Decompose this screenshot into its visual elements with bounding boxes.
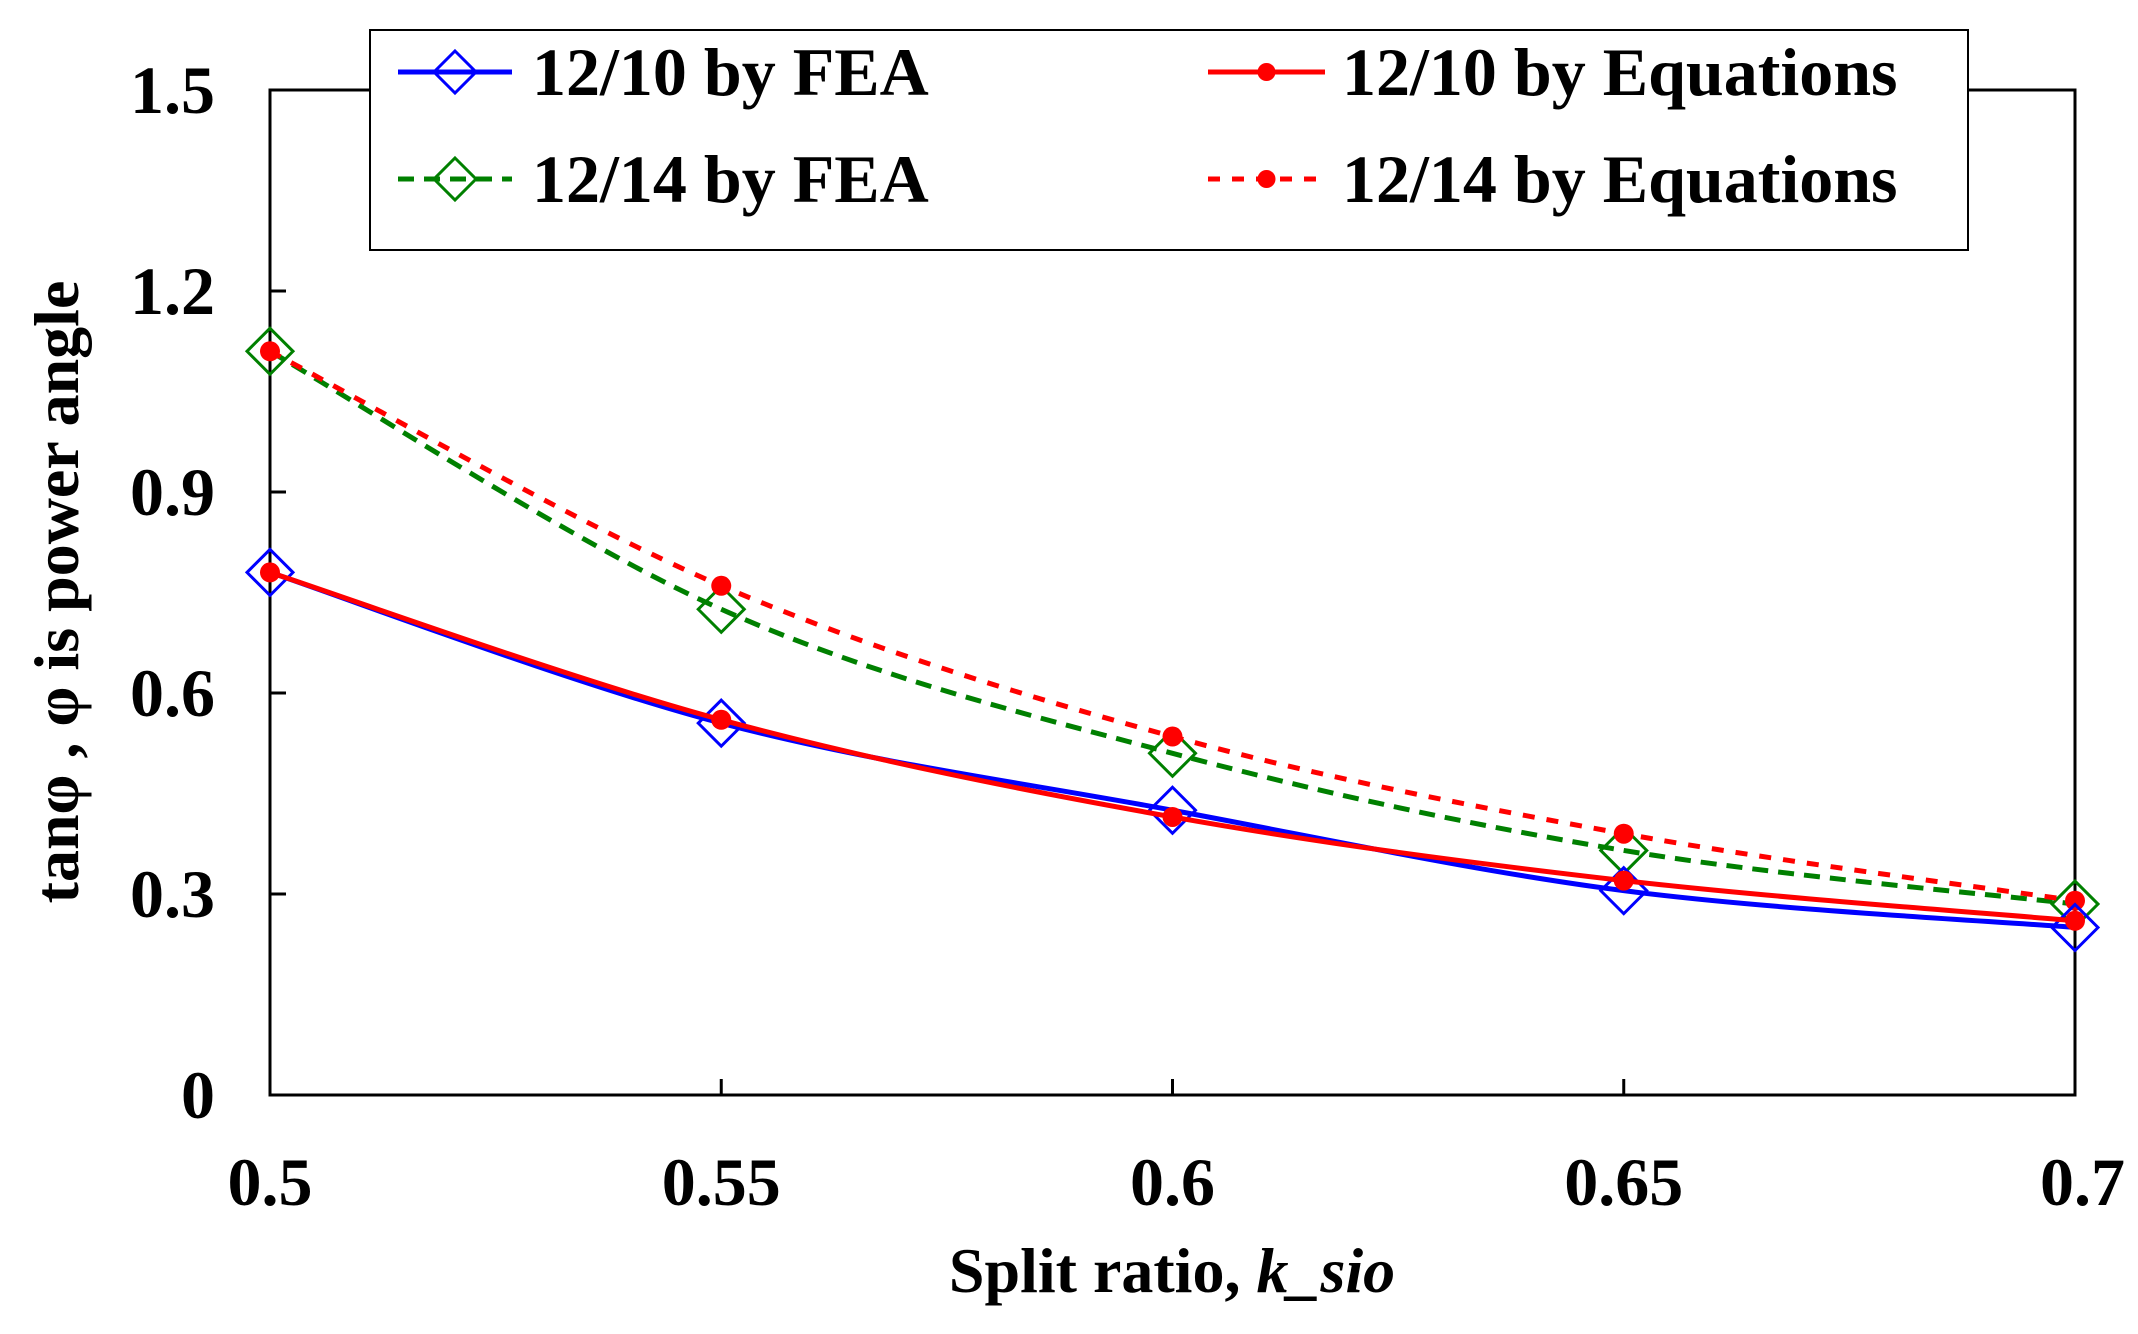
data-point-marker: [1162, 806, 1183, 827]
series-12-10-by-equations: [260, 562, 2085, 931]
series-12-14-by-equations: [260, 341, 2085, 911]
x-tick-label: 0.5: [228, 1144, 313, 1220]
data-point-marker: [244, 326, 296, 377]
data-point-marker: [1613, 870, 1634, 891]
legend-item: 12/14 by Equations: [1208, 141, 1898, 217]
y-tick-label: 0.3: [130, 856, 215, 932]
legend-items: 12/10 by FEA 12/10 by Equations 12/14 by F…: [398, 34, 1898, 217]
series-12-10-by-fea: [244, 547, 2101, 953]
data-point-marker: [711, 575, 732, 596]
x-axis-title: Split ratio, k_sio: [949, 1235, 1395, 1306]
legend: 12/10 by FEA 12/10 by Equations 12/14 by F…: [369, 29, 1969, 251]
x-tick-label: 0.6: [1130, 1144, 1215, 1220]
data-point-marker: [244, 547, 296, 598]
x-axis-ticks: 0.5 0.55 0.6 0.65 0.7: [228, 1079, 2125, 1220]
legend-label: 12/10 by Equations: [1342, 34, 1898, 110]
legend-label: 12/14 by Equations: [1342, 141, 1898, 217]
data-point-marker: [431, 155, 479, 203]
legend-label: 12/14 by FEA: [532, 141, 929, 217]
legend-item: 12/10 by Equations: [1208, 34, 1898, 110]
data-point-marker: [711, 709, 732, 730]
y-tick-label: 0: [181, 1057, 215, 1133]
data-point-marker: [1147, 785, 1198, 836]
data-point-marker: [1257, 170, 1276, 188]
data-point-marker: [260, 562, 280, 583]
x-tick-label: 0.65: [1564, 1144, 1683, 1220]
legend-label: 12/10 by FEA: [532, 34, 929, 110]
series-line: [269, 570, 2076, 924]
y-axis-title: tanφ , φ is power angle: [21, 281, 92, 904]
data-point-marker: [696, 584, 747, 635]
x-tick-label: 0.55: [662, 1144, 781, 1220]
data-point-marker: [2065, 910, 2085, 931]
y-tick-label: 1.5: [130, 52, 215, 128]
x-tick-label: 0.7: [2040, 1144, 2125, 1220]
x-axis-title-text: Split ratio,: [949, 1235, 1257, 1306]
y-axis-ticks: 0 0.3 0.6 0.9 1.2 1.5: [130, 52, 286, 1133]
y-tick-label: 1.2: [130, 253, 215, 329]
y-tick-label: 0.9: [130, 454, 215, 530]
series-layer: [244, 326, 2101, 953]
series-12-14-by-fea: [244, 326, 2101, 930]
data-point-marker: [1257, 63, 1276, 81]
data-point-marker: [1613, 823, 1634, 844]
data-point-marker: [1147, 728, 1198, 779]
legend-box: [369, 29, 1969, 251]
legend-item: 12/14 by FEA: [398, 141, 929, 217]
y-tick-label: 0.6: [130, 655, 215, 731]
data-point-marker: [2065, 890, 2085, 911]
data-point-marker: [1162, 726, 1183, 747]
data-point-marker: [431, 48, 479, 96]
legend-item: 12/10 by FEA: [398, 34, 929, 110]
data-point-marker: [260, 341, 280, 362]
x-axis-title-variable: k_sio: [1256, 1235, 1395, 1306]
series-line: [268, 349, 2076, 907]
